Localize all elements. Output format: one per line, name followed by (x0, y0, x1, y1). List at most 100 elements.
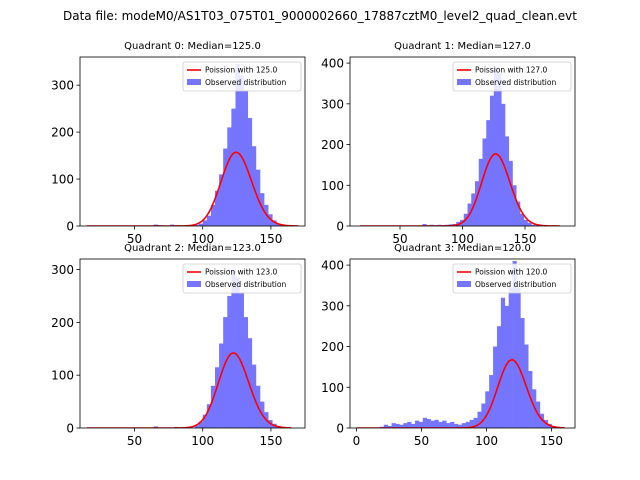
histogram-bar (395, 423, 400, 428)
poisson-curve (360, 153, 560, 226)
y-tick-label: 100 (51, 173, 74, 187)
poisson-curve (86, 151, 299, 226)
plot-area (86, 64, 299, 226)
histogram-bar (442, 420, 447, 428)
y-tick-label: 400 (321, 259, 344, 273)
histogram-bar (504, 305, 509, 428)
histogram-bar (473, 417, 478, 428)
histogram-bar (422, 417, 428, 428)
x-tick-label: 50 (392, 232, 407, 246)
histogram-bar (247, 118, 253, 226)
x-tick-label: 0 (353, 434, 361, 448)
y-tick-label: 0 (66, 422, 74, 436)
legend-bars-swatch (457, 281, 471, 287)
histogram-bar (227, 295, 232, 428)
histogram-bar (227, 127, 232, 226)
y-tick-label: 100 (321, 179, 344, 193)
x-tick-label: 50 (127, 434, 142, 448)
legend-curve-label: Poission with 123.0 (205, 268, 278, 277)
histogram-bar (387, 425, 392, 428)
legend-bars-label: Observed distribution (475, 78, 556, 87)
histogram-bar (231, 269, 236, 428)
quadrant-panel-1: Quadrant 1: Median=127.0 50 100 150 0 100 200 3… (321, 41, 576, 246)
histogram-bar (438, 421, 443, 428)
histogram-bar (426, 419, 431, 428)
histogram-bar (465, 421, 470, 428)
y-tick-label: 0 (336, 220, 344, 234)
histogram-bar (527, 222, 532, 226)
poisson-curve (86, 352, 292, 428)
legend-bars-label: Observed distribution (205, 280, 286, 289)
x-tick-label: 150 (540, 434, 563, 448)
histogram-bar (194, 225, 199, 226)
histogram-bar (272, 220, 277, 226)
histogram-bar (407, 421, 412, 428)
axes-frame (79, 56, 306, 227)
histogram-bar (276, 223, 281, 226)
histogram-bar (418, 421, 424, 428)
y-tick-label: 100 (51, 369, 74, 383)
histogram-bar (260, 193, 265, 226)
histogram-bar (500, 297, 506, 428)
legend-box (452, 61, 572, 92)
plot-area (360, 67, 560, 226)
histogram-bar (243, 89, 249, 226)
y-tick-label: 400 (321, 57, 344, 71)
legend-bars-label: Observed distribution (205, 78, 286, 87)
histogram-bar (219, 174, 224, 226)
histogram-bar (482, 138, 487, 226)
legend-bars-swatch (457, 79, 471, 85)
axes-frame (349, 258, 576, 429)
histogram-bar (215, 190, 220, 226)
histogram-bar (383, 424, 389, 428)
histogram-bar (454, 423, 459, 428)
histogram-bar (535, 225, 540, 226)
histogram-bar (520, 318, 525, 428)
histogram-bar (239, 75, 244, 226)
legend: Poission with 123.0 Observed distribution (182, 263, 302, 294)
histogram-bar (512, 261, 517, 428)
histogram-bar (505, 136, 510, 226)
y-tick-label: 300 (51, 79, 74, 93)
histogram-bar (206, 215, 212, 226)
histogram-bar (516, 201, 521, 226)
histogram-bar (198, 421, 204, 428)
histogram-bar (223, 317, 228, 428)
legend-box (182, 263, 302, 294)
x-tick-label: 150 (259, 434, 282, 448)
legend-box (182, 61, 302, 92)
histogram-bar (219, 343, 224, 428)
histogram-bar (485, 391, 490, 428)
quadrant-panel-3: Quadrant 3: Median=120.0 0 50 100 150 0 100 200… (321, 243, 576, 448)
panel-title: Quadrant 3: Median=120.0 (394, 243, 531, 254)
y-tick-label: 300 (321, 299, 344, 313)
x-tick-label: 100 (191, 434, 214, 448)
histogram-bar (478, 158, 483, 226)
legend: Poission with 125.0 Observed distribution (182, 61, 302, 92)
histogram-bar (461, 423, 467, 428)
histogram-bar (210, 385, 216, 428)
histogram-bar (475, 181, 480, 226)
histogram-bar (532, 389, 537, 428)
histogram-bar (231, 108, 236, 226)
legend-bars-swatch (187, 281, 201, 287)
figure-title: Data file: modeM0/AS1T03_075T01_90000026… (63, 9, 577, 23)
histogram-bar (489, 375, 494, 428)
panel-title: Quadrant 0: Median=125.0 (124, 41, 261, 52)
x-tick-label: 100 (475, 434, 498, 448)
histogram-bar (477, 411, 482, 428)
legend-curve-label: Poission with 127.0 (475, 66, 548, 75)
histogram-bar (493, 67, 498, 226)
histogram-bar (446, 423, 451, 428)
y-tick-label: 200 (321, 138, 344, 152)
y-tick-label: 100 (321, 381, 344, 395)
histogram-bar (194, 425, 199, 428)
histogram-bar (490, 95, 495, 226)
histogram-bar (539, 413, 545, 428)
legend: Poission with 120.0 Observed distribution (452, 263, 572, 294)
histogram-bar (434, 419, 439, 428)
histogram-bar (512, 185, 517, 226)
legend: Poission with 127.0 Observed distribution (452, 61, 572, 92)
plot-area (86, 269, 292, 428)
